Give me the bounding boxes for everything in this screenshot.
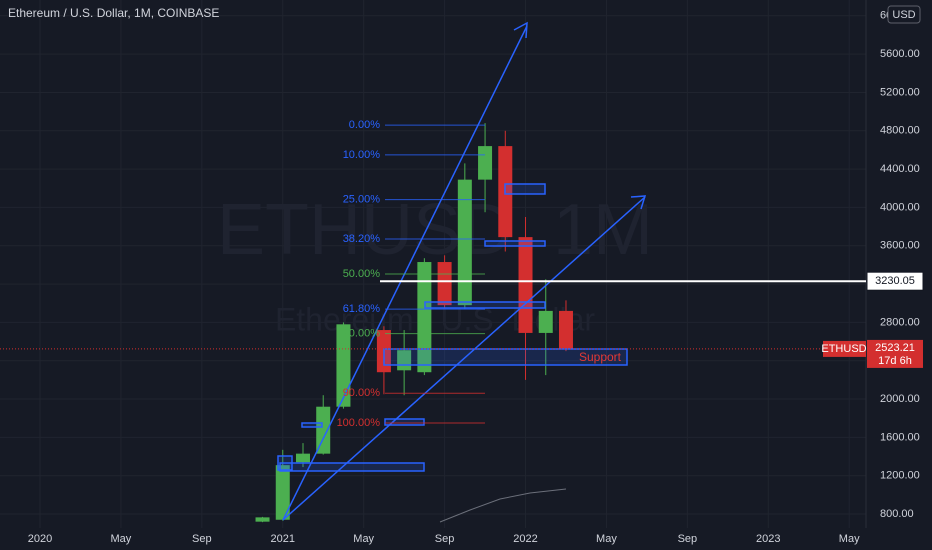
currency: USD xyxy=(892,9,915,21)
zone xyxy=(301,422,323,428)
y-tick-label: 1600.00 xyxy=(880,431,920,443)
fib-label: 0.00% xyxy=(349,119,380,131)
y-tick-label: 5600.00 xyxy=(880,48,920,60)
fib-label: 90.00% xyxy=(343,387,381,399)
x-tick-label: 2023 xyxy=(756,533,780,545)
candle-body xyxy=(275,465,290,520)
zone xyxy=(504,183,546,195)
x-tick-label: 2022 xyxy=(513,533,537,545)
fib-label: 50.00% xyxy=(343,268,381,280)
zone xyxy=(277,455,293,471)
candle-body xyxy=(417,262,432,373)
y-tick-label: 5200.00 xyxy=(880,86,920,98)
price-line-label: 3230.05 xyxy=(875,275,915,287)
arrow-head xyxy=(513,21,528,39)
candle-body xyxy=(538,310,553,333)
y-tick-label: 4800.00 xyxy=(880,125,920,137)
candle-body xyxy=(295,453,310,463)
y-tick-label: 1200.00 xyxy=(880,470,920,482)
candle-body xyxy=(316,406,331,454)
x-tick-label: Sep xyxy=(192,533,212,545)
zone xyxy=(424,301,546,309)
axes: 800.001200.001600.002000.002400.002800.0… xyxy=(28,10,920,545)
zone xyxy=(384,418,425,426)
candle-body xyxy=(457,179,472,306)
zone xyxy=(279,462,425,472)
currency-box[interactable] xyxy=(887,5,921,24)
fib-label: 61.80% xyxy=(343,303,381,315)
arrow-head xyxy=(630,195,647,210)
fib-label: 25.00% xyxy=(343,193,381,205)
drawings xyxy=(277,21,647,521)
candle-body xyxy=(518,237,533,333)
price-line-tag xyxy=(866,271,924,291)
symbol-label: ETHUSD xyxy=(821,343,866,355)
y-tick-label: 2000.00 xyxy=(880,393,920,405)
countdown-label: 17d 6h xyxy=(878,355,912,367)
y-tick-label: 4400.00 xyxy=(880,163,920,175)
y-tick-label: 4000.00 xyxy=(880,201,920,213)
candles xyxy=(255,123,573,523)
trend-arrow xyxy=(282,196,646,521)
x-tick-label: Sep xyxy=(678,533,698,545)
fibonacci: 0.00% 10.00% 25.00% 38.20% 50.00% 61.80% 70.00… xyxy=(337,119,485,429)
y-tick-label: 2800.00 xyxy=(880,316,920,328)
x-tick-label: May xyxy=(353,533,374,545)
candle-body xyxy=(558,310,573,349)
candle-body xyxy=(336,324,351,407)
x-tick-label: 2020 xyxy=(28,533,52,545)
x-tick-label: May xyxy=(839,533,860,545)
x-tick-label: Sep xyxy=(435,533,455,545)
watermark: ETHUSD, 1M xyxy=(217,190,653,270)
current-price-tag xyxy=(867,339,923,368)
candle-body xyxy=(478,146,493,180)
fib-label: 70.00% xyxy=(343,328,381,340)
zone xyxy=(484,240,546,247)
y-tick-label: 3600.00 xyxy=(880,240,920,252)
x-tick-label: May xyxy=(111,533,132,545)
moving-average xyxy=(439,488,567,523)
candle-body xyxy=(255,517,270,522)
fib-label: 100.00% xyxy=(337,417,381,429)
trend-arrow xyxy=(282,25,528,521)
symbol-tag xyxy=(823,340,866,357)
x-tick-label: 2021 xyxy=(271,533,295,545)
annotation: Support xyxy=(579,350,622,364)
fib-label: 38.20% xyxy=(343,233,381,245)
current-price-label: 2523.21 xyxy=(875,342,915,354)
y-tick-label: 800.00 xyxy=(880,508,914,520)
chart-title: Ethereum / U.S. Dollar, 1M, COINBASE xyxy=(8,6,219,20)
support-zone xyxy=(383,348,628,366)
candle-body xyxy=(437,262,452,306)
grid xyxy=(0,0,866,528)
x-tick-label: May xyxy=(596,533,617,545)
fib-label: 10.00% xyxy=(343,149,381,161)
